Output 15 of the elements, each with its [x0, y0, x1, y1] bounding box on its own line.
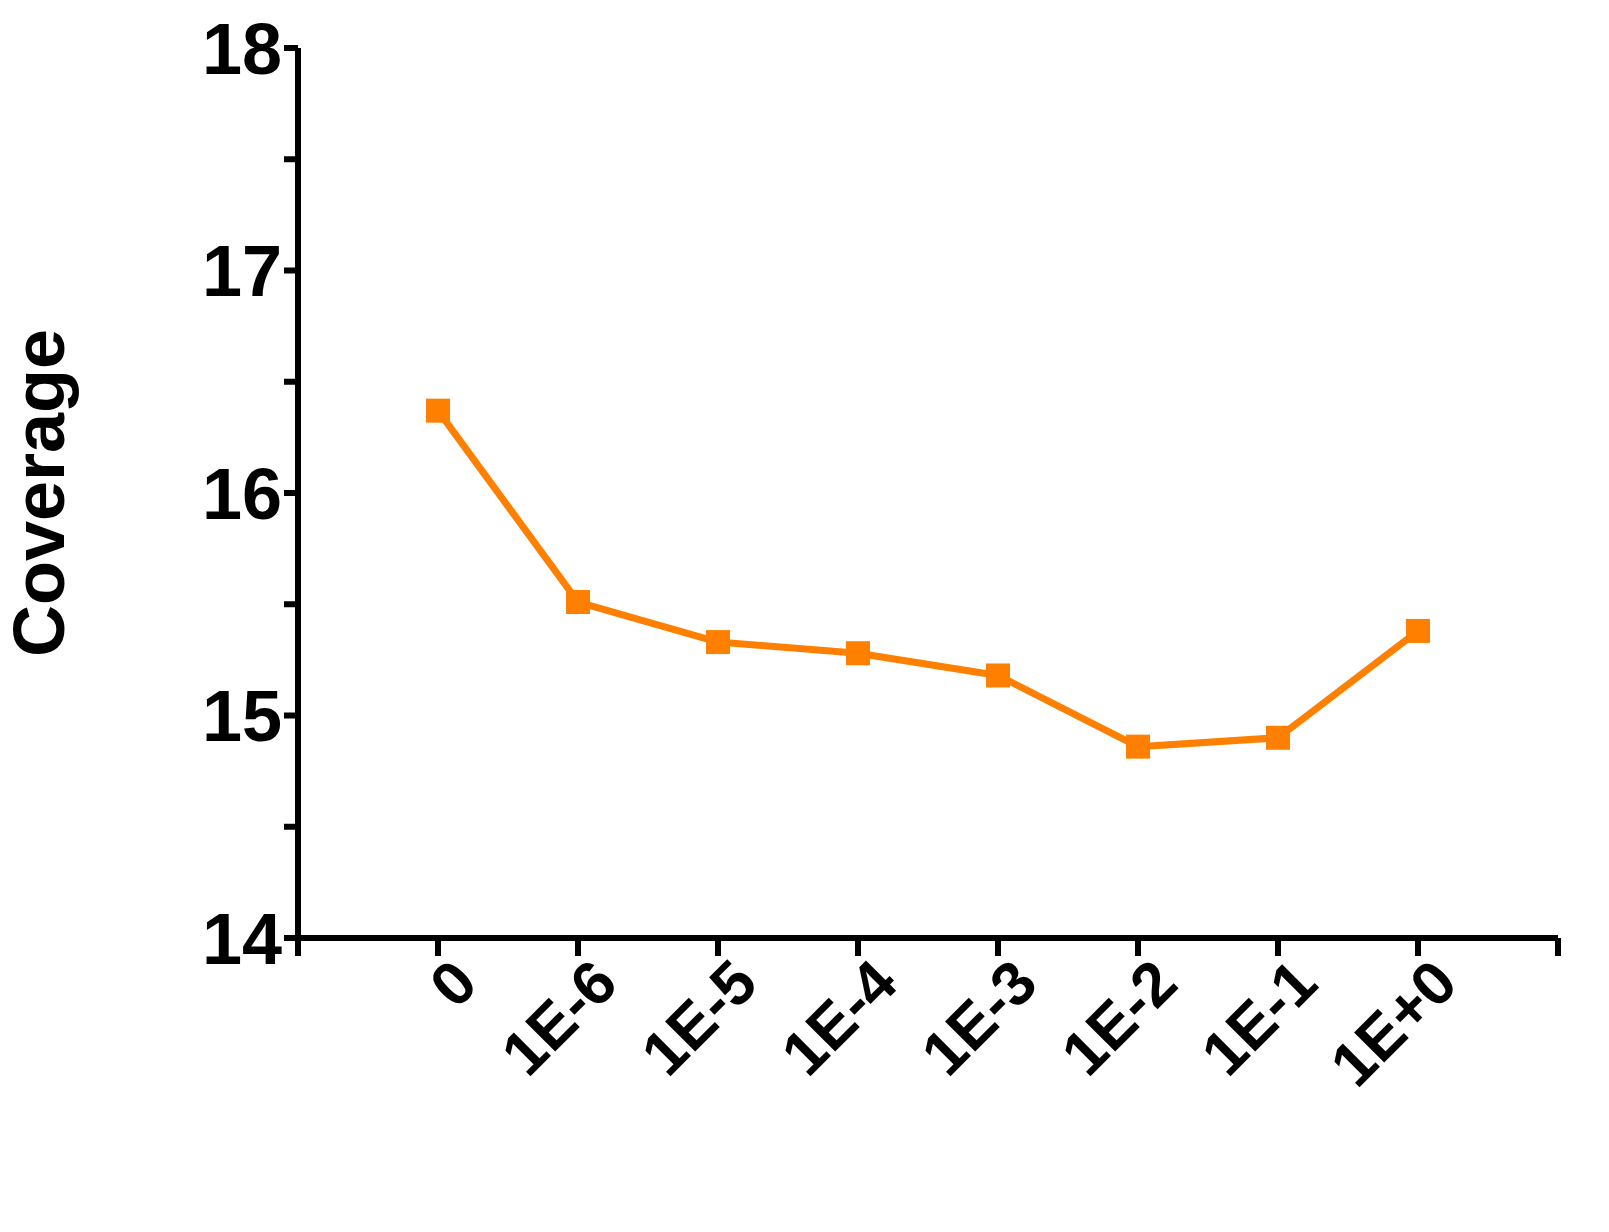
- point: [706, 630, 730, 655]
- y-tick-label: 15: [201, 676, 282, 757]
- point: [1126, 734, 1150, 759]
- y-axis-title: Coverage: [0, 328, 79, 658]
- y-tick-label: 17: [201, 231, 282, 312]
- point: [1406, 618, 1430, 643]
- point: [426, 398, 450, 423]
- point: [846, 641, 870, 666]
- y-tick-label: 18: [201, 8, 282, 89]
- point: [1266, 725, 1290, 750]
- y-tick-label: 14: [201, 898, 282, 979]
- x-tick-label: 0: [416, 946, 490, 1020]
- y-tick-label: 16: [201, 453, 282, 534]
- point: [986, 663, 1010, 688]
- point: [566, 590, 590, 615]
